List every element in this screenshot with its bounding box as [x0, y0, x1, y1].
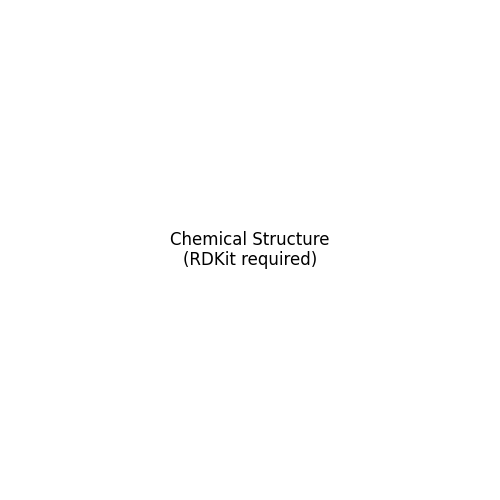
Text: Chemical Structure
(RDKit required): Chemical Structure (RDKit required): [170, 230, 330, 270]
